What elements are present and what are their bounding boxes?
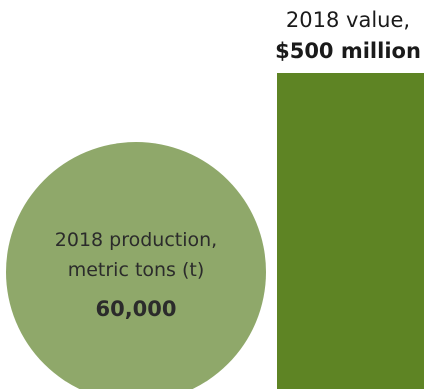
production-value-label: 60,000 <box>95 297 176 321</box>
production-label-line2: metric tons (t) <box>68 259 205 281</box>
production-circle <box>6 142 266 389</box>
value-bar-value-label: $500 million <box>275 39 421 63</box>
value-bar-label: 2018 value, <box>286 8 410 32</box>
production-label-line1: 2018 production, <box>55 229 217 251</box>
value-bar <box>277 73 424 389</box>
